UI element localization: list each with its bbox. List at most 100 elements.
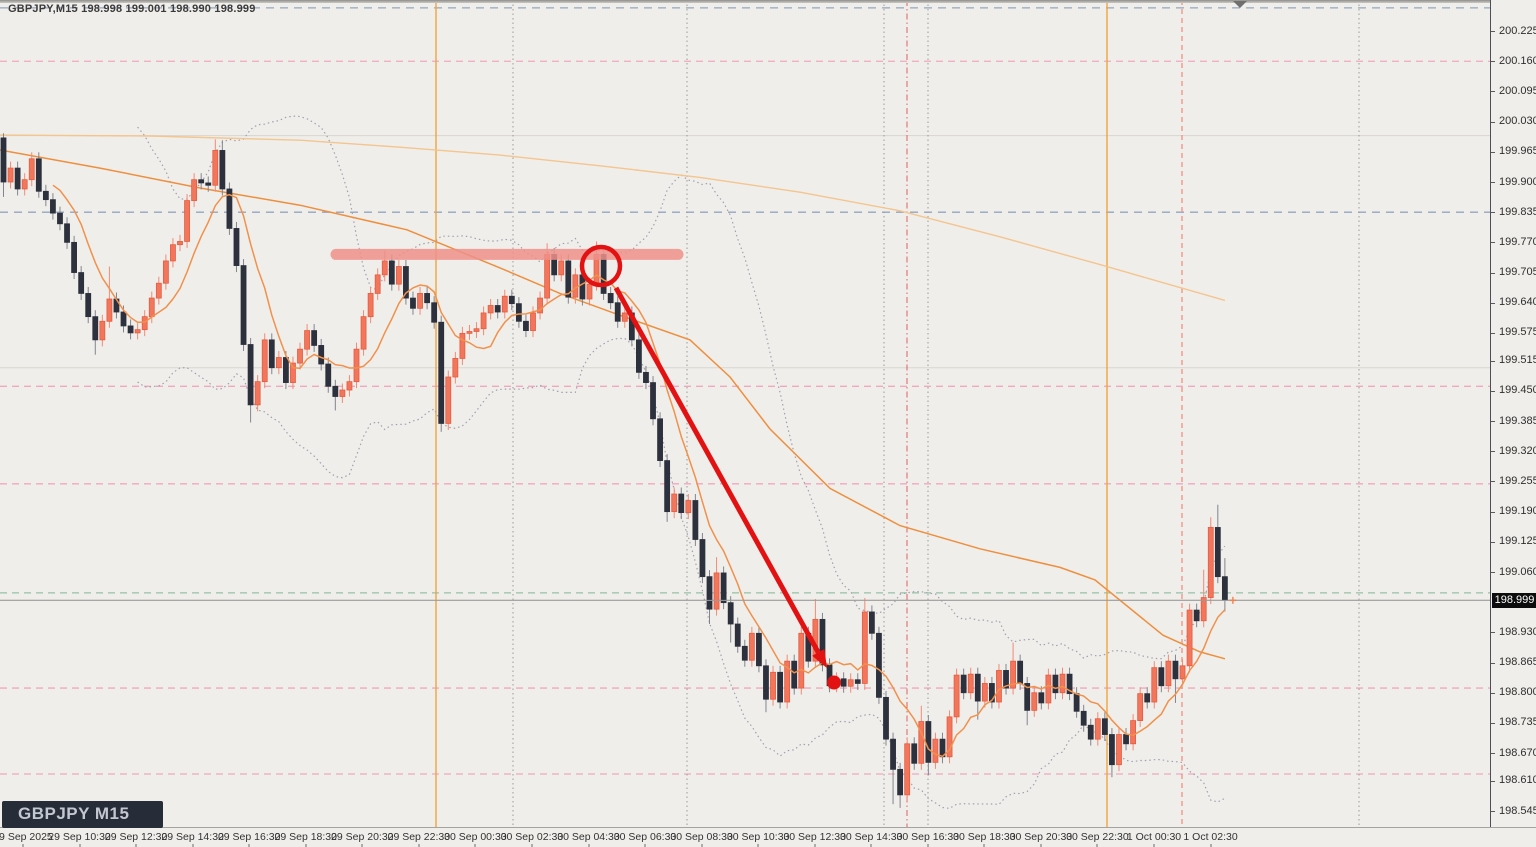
time-axis-tick xyxy=(701,844,703,847)
candle-body xyxy=(699,539,706,578)
candle-body xyxy=(636,339,642,373)
candle-body xyxy=(268,339,275,369)
candle-body xyxy=(7,167,14,183)
price-axis-label: 200.225 xyxy=(1499,24,1536,37)
candle-body xyxy=(1214,527,1221,578)
candle-body xyxy=(1193,609,1200,622)
price-axis-tick xyxy=(1491,662,1495,664)
candle-body xyxy=(748,632,755,661)
time-axis-tick xyxy=(248,844,250,847)
price-axis[interactable]: 198.999 200.225 200.160 200.095 200.030 199.… xyxy=(1490,0,1536,827)
candle-body xyxy=(621,312,628,322)
candle-body xyxy=(1186,609,1193,667)
candle-body xyxy=(586,283,593,300)
candle-body xyxy=(403,266,409,299)
ma-medium-line xyxy=(0,149,1226,660)
candle-body xyxy=(1059,673,1066,694)
time-axis-label: 30 Sep 18:30 xyxy=(953,831,1016,843)
candle-body xyxy=(996,670,1002,703)
price-axis-tick xyxy=(1491,811,1495,813)
candle-body xyxy=(127,325,134,334)
candle-body xyxy=(332,385,339,397)
candle-body xyxy=(763,665,769,700)
price-axis-tick xyxy=(1491,360,1495,362)
candle-body xyxy=(141,316,148,331)
candle-body xyxy=(120,311,127,327)
candle-body xyxy=(904,743,911,796)
candle-body xyxy=(854,679,861,684)
candle-body xyxy=(1052,674,1059,694)
candle-body xyxy=(417,293,423,309)
time-axis-label: 30 Sep 12:30 xyxy=(783,831,846,843)
time-axis-tick xyxy=(814,844,816,847)
candle-body xyxy=(410,297,416,309)
time-axis-tick xyxy=(644,844,646,847)
ma-slow-line xyxy=(0,134,1226,302)
candle-body xyxy=(558,260,565,276)
price-axis-tick xyxy=(1491,242,1495,244)
price-axis-tick xyxy=(1491,541,1495,543)
candle-body xyxy=(99,320,106,341)
candle-body xyxy=(572,274,579,298)
candle-body xyxy=(353,348,360,383)
time-axis-tick xyxy=(531,844,533,847)
candle-body xyxy=(1179,665,1186,680)
price-axis-label: 199.770 xyxy=(1499,235,1536,248)
chart-shift-marker-icon[interactable] xyxy=(1233,1,1247,8)
price-axis-label: 198.865 xyxy=(1499,656,1536,669)
time-axis-tick xyxy=(1040,844,1042,847)
candle-body xyxy=(339,389,346,397)
candle-body xyxy=(50,199,56,214)
candle-body xyxy=(989,683,995,703)
time-axis-label: 30 Sep 20:30 xyxy=(1009,831,1073,843)
sell-arrow-head xyxy=(812,649,827,669)
candle-body xyxy=(607,293,614,304)
candle-body xyxy=(487,305,494,314)
candle-body xyxy=(1031,692,1038,711)
price-axis-tick xyxy=(1491,272,1495,274)
time-axis-label: 30 Sep 10:30 xyxy=(726,831,790,843)
candle-body xyxy=(205,182,212,186)
candle-body xyxy=(734,623,741,647)
candle-body xyxy=(1158,667,1165,687)
candle-body xyxy=(148,297,155,318)
candle-body xyxy=(381,260,388,276)
candle-body xyxy=(756,632,762,667)
candle-body xyxy=(233,228,240,266)
candle-body xyxy=(261,339,268,383)
price-axis-label: 199.705 xyxy=(1499,266,1536,279)
time-axis-tick xyxy=(757,844,759,847)
time-axis-label: 30 Sep 06:30 xyxy=(613,831,677,843)
candlestick-chart[interactable] xyxy=(0,0,1490,847)
time-axis-tick xyxy=(1210,844,1212,847)
candle-body xyxy=(1123,734,1129,745)
candle-body xyxy=(42,190,49,201)
candle-body xyxy=(1221,576,1228,601)
price-axis-tick xyxy=(1491,511,1495,513)
price-axis-tick xyxy=(1491,692,1495,694)
candle-body xyxy=(85,293,92,318)
candle-body xyxy=(501,295,508,313)
candle-body xyxy=(198,179,205,184)
price-axis-label: 198.735 xyxy=(1499,716,1536,729)
candle-body xyxy=(777,671,783,703)
price-axis-tick xyxy=(1491,91,1495,93)
candle-body xyxy=(1207,527,1214,598)
time-axis-tick xyxy=(192,844,194,847)
candle-body xyxy=(798,632,805,689)
price-axis-label: 199.575 xyxy=(1499,326,1536,339)
price-axis-label: 198.930 xyxy=(1499,625,1536,638)
time-axis-tick xyxy=(983,844,985,847)
candle-body xyxy=(544,254,551,299)
price-axis-label: 199.060 xyxy=(1499,565,1536,578)
symbol-ohlc-info: GBPJPY,M15 198.998 199.001 198.990 198.9… xyxy=(8,3,256,15)
candle-body xyxy=(1130,720,1136,745)
time-axis-label: 29 Sep 18:30 xyxy=(274,831,337,843)
time-axis-tick xyxy=(1153,844,1155,847)
candle-body xyxy=(360,316,367,350)
candle-body xyxy=(1165,660,1172,687)
candle-body xyxy=(1101,718,1108,735)
candle-body xyxy=(876,632,882,698)
candle-body xyxy=(459,332,466,359)
